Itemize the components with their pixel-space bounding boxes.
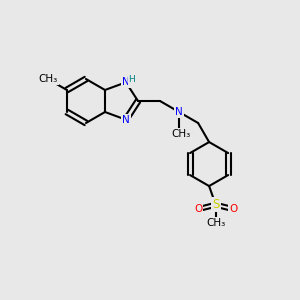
- Text: N: N: [122, 115, 130, 125]
- Text: O: O: [229, 204, 237, 214]
- Text: O: O: [194, 204, 202, 214]
- Text: CH₃: CH₃: [206, 218, 225, 229]
- Text: H: H: [128, 75, 135, 84]
- Text: N: N: [175, 107, 183, 117]
- Text: CH₃: CH₃: [38, 74, 58, 84]
- Text: N: N: [122, 77, 130, 87]
- Text: S: S: [212, 198, 219, 211]
- Text: CH₃: CH₃: [171, 129, 191, 139]
